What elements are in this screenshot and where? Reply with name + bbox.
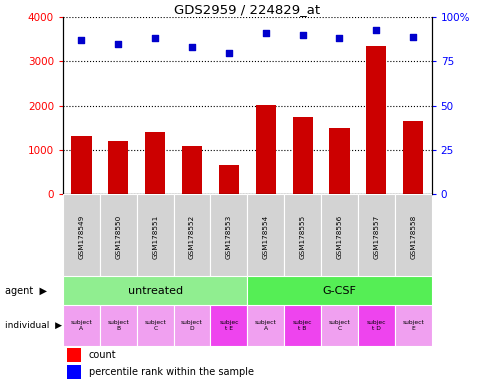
Bar [210,305,247,346]
Text: GSM178551: GSM178551 [152,215,158,259]
Bar [284,194,320,276]
Text: subject
A: subject A [254,320,276,331]
Point [408,34,416,40]
Text: count: count [89,351,116,361]
Text: GSM178556: GSM178556 [336,215,342,259]
Point [261,30,269,36]
Point [298,32,306,38]
Title: GDS2959 / 224829_at: GDS2959 / 224829_at [174,3,320,16]
Bar [329,127,349,194]
Text: GSM178554: GSM178554 [262,215,268,259]
Point [188,44,196,50]
Bar [394,305,431,346]
Text: GSM178553: GSM178553 [226,215,231,259]
Bar [100,305,136,346]
Point [225,50,232,56]
Bar [255,105,275,194]
Bar [320,194,357,276]
Bar [247,194,284,276]
Bar [247,276,431,305]
Bar [67,365,81,379]
Bar [365,46,386,194]
Text: GSM178558: GSM178558 [409,215,415,259]
Bar [136,305,173,346]
Text: subject
D: subject D [181,320,203,331]
Bar [136,194,173,276]
Text: subjec
t B: subjec t B [292,320,312,331]
Text: subject
C: subject C [328,320,350,331]
Text: GSM178557: GSM178557 [373,215,378,259]
Text: subject
E: subject E [401,320,424,331]
Text: GSM178555: GSM178555 [299,215,305,259]
Bar [394,194,431,276]
Bar [247,305,284,346]
Bar [218,165,239,194]
Text: untreated: untreated [127,286,182,296]
Bar [63,194,100,276]
Bar [173,305,210,346]
Bar [145,132,165,194]
Point [114,41,122,47]
Text: GSM178549: GSM178549 [78,215,84,259]
Bar [292,117,312,194]
Point [372,26,379,33]
Text: GSM178550: GSM178550 [115,215,121,259]
Bar [71,136,91,194]
Text: subject
C: subject C [144,320,166,331]
Bar [67,348,81,362]
Bar [402,121,423,194]
Bar [357,194,394,276]
Bar [320,305,357,346]
Text: GSM178552: GSM178552 [189,215,195,259]
Text: G-CSF: G-CSF [322,286,356,296]
Bar [357,305,394,346]
Text: subject
A: subject A [70,320,92,331]
Bar [100,194,136,276]
Text: agent  ▶: agent ▶ [5,286,47,296]
Point [151,35,159,41]
Text: subjec
t E: subjec t E [219,320,238,331]
Point [335,35,343,41]
Bar [108,141,128,194]
Bar [63,305,100,346]
Bar [210,194,247,276]
Bar [182,146,202,194]
Point [77,37,85,43]
Bar [63,276,247,305]
Bar [284,305,320,346]
Text: percentile rank within the sample: percentile rank within the sample [89,367,253,377]
Text: subject
B: subject B [107,320,129,331]
Bar [173,194,210,276]
Text: subjec
t D: subjec t D [366,320,385,331]
Text: individual  ▶: individual ▶ [5,321,62,330]
